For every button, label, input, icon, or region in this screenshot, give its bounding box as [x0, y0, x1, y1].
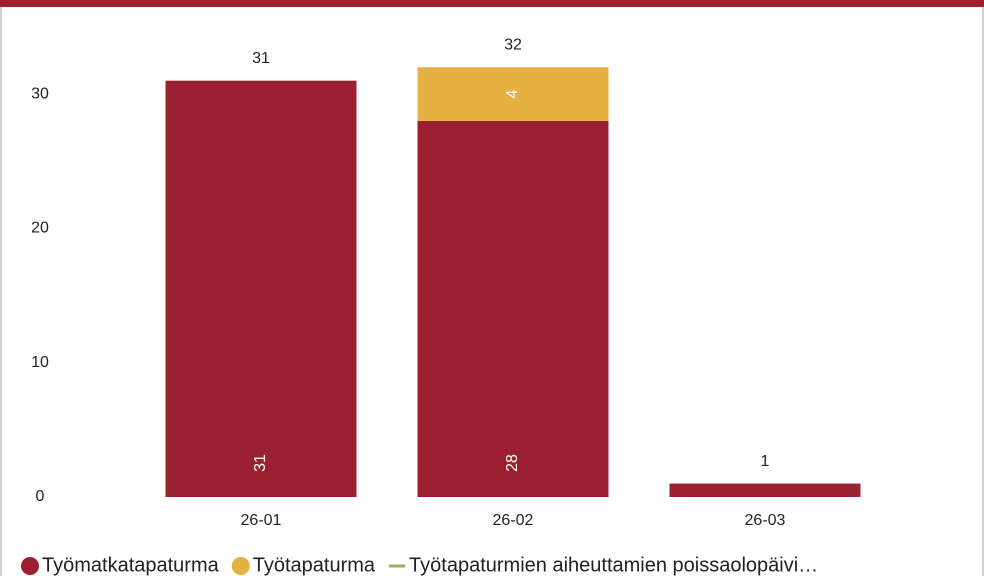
total-label: 1	[761, 453, 770, 470]
bar-segment	[669, 483, 861, 497]
frame-left	[0, 7, 2, 576]
y-tick-label: 30	[31, 85, 49, 102]
legend-label: Työtapaturmien aiheuttamien poissaolopäi…	[409, 554, 818, 576]
value-label: 31	[252, 454, 269, 472]
x-tick-label: 26-01	[241, 512, 282, 529]
x-tick-label: 26-03	[745, 512, 786, 529]
value-label: 4	[504, 90, 521, 99]
bar-segment	[417, 67, 609, 121]
y-tick-label: 0	[36, 488, 45, 505]
value-label: 28	[504, 454, 521, 472]
legend-label: Työtapaturma	[253, 554, 376, 576]
frame-right	[982, 7, 984, 576]
bar-segment	[165, 80, 357, 498]
total-label: 32	[504, 36, 522, 53]
y-tick-label: 10	[31, 354, 49, 371]
total-label: 31	[252, 50, 270, 67]
x-tick-label: 26-02	[493, 512, 534, 529]
legend-marker	[21, 557, 39, 575]
header-bar	[0, 0, 984, 7]
legend-label: Työmatkatapaturma	[42, 554, 220, 576]
legend-marker	[231, 557, 250, 575]
y-tick-label: 20	[31, 220, 49, 237]
bar-segment	[417, 120, 609, 498]
